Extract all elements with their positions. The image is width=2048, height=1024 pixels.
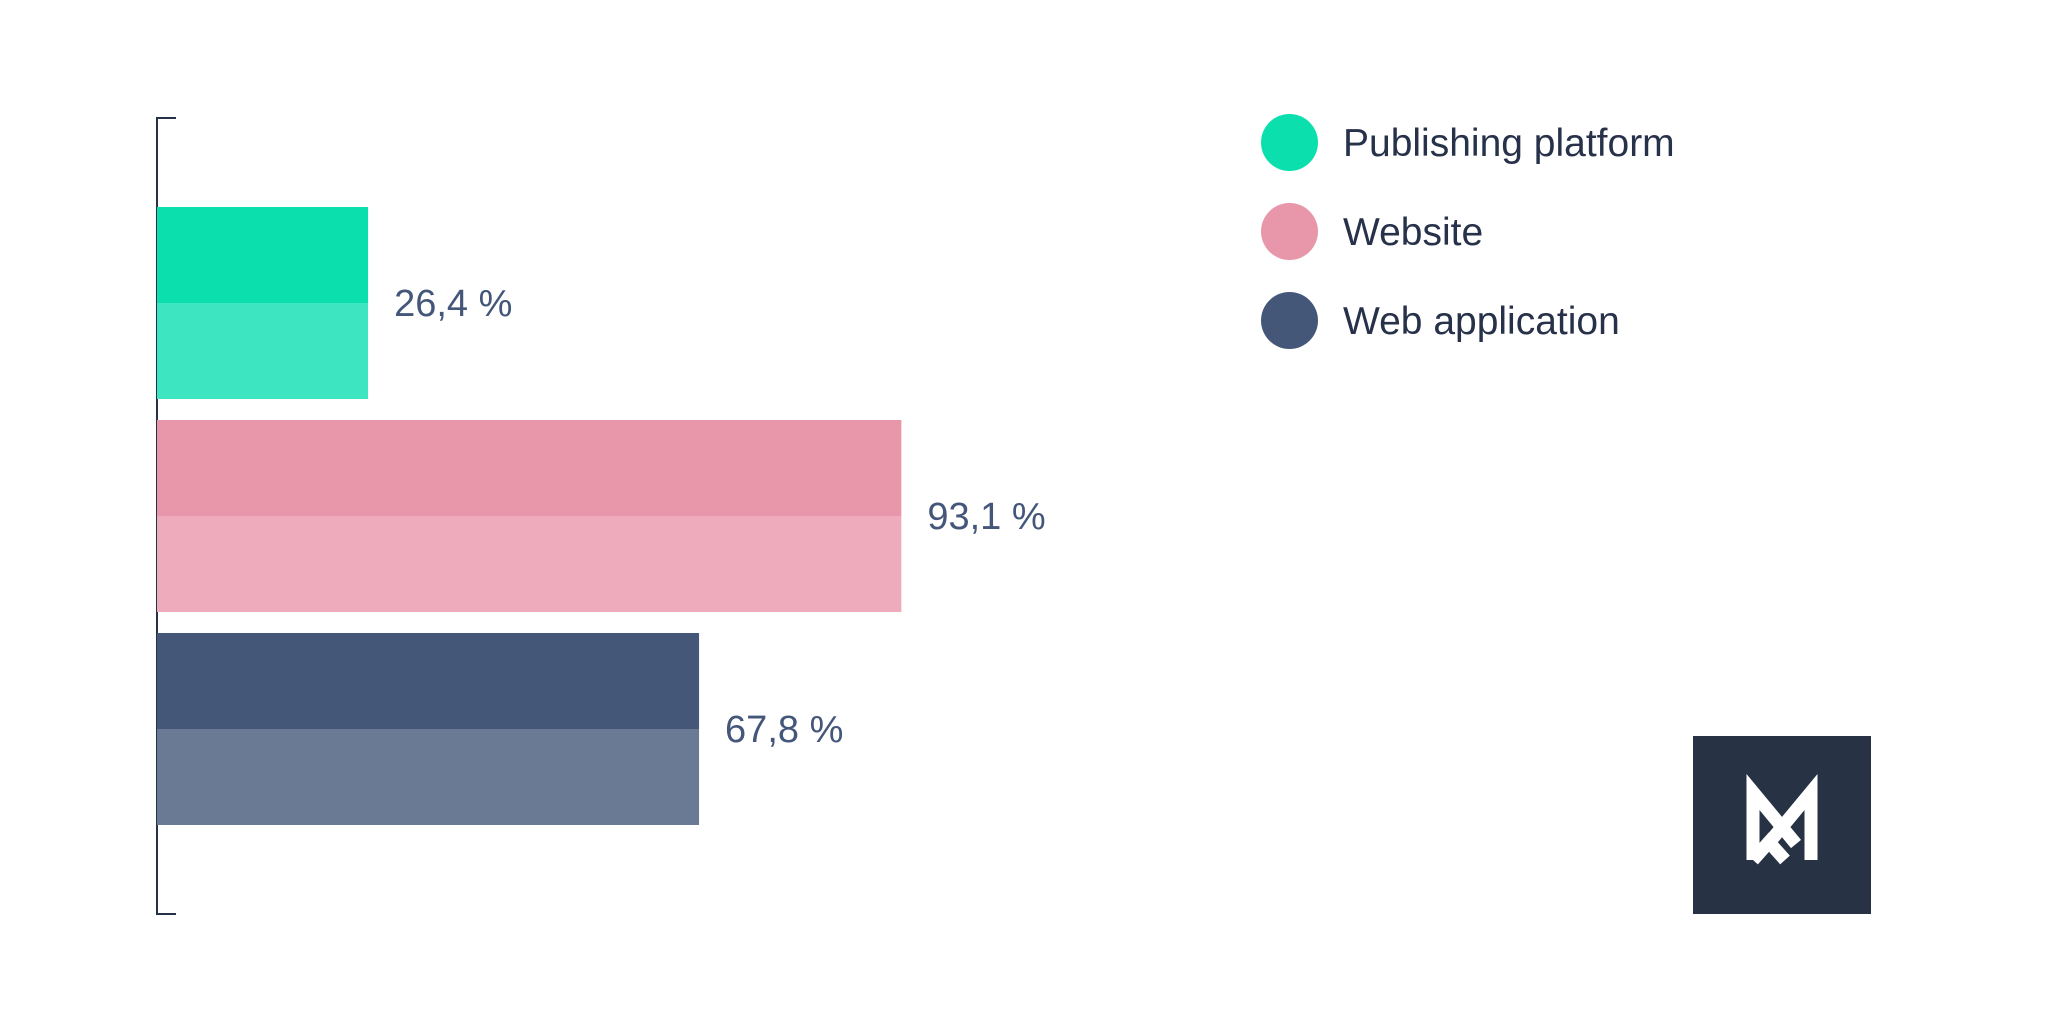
bar-website (157, 420, 902, 612)
bar-web-application (157, 633, 700, 825)
bar-publishing-platform (157, 207, 369, 399)
bar-web-application-top (157, 633, 700, 729)
bar-website-bottom (157, 516, 902, 612)
legend-label-web-application: Web application (1343, 300, 1620, 343)
bar-publishing-platform-top (157, 207, 369, 303)
logo-mark-icon (1693, 736, 1871, 914)
bars-group (157, 207, 902, 825)
bar-web-application-bottom (157, 729, 700, 825)
value-label-website: 93,1 % (927, 496, 1045, 538)
bar-publishing-platform-bottom (157, 303, 369, 399)
value-label-publishing-platform: 26,4 % (394, 283, 512, 325)
legend-dot-publishing-platform (1261, 114, 1318, 171)
value-labels-group: 26,4 % 93,1 % 67,8 % (394, 283, 1046, 751)
value-label-web-application: 67,8 % (725, 709, 843, 751)
bar-website-top (157, 420, 902, 516)
legend-label-publishing-platform: Publishing platform (1343, 122, 1675, 165)
legend-dot-website (1261, 203, 1318, 260)
legend-label-website: Website (1343, 211, 1484, 254)
legend-dot-web-application (1261, 292, 1318, 349)
brand-logo (1693, 736, 1871, 914)
